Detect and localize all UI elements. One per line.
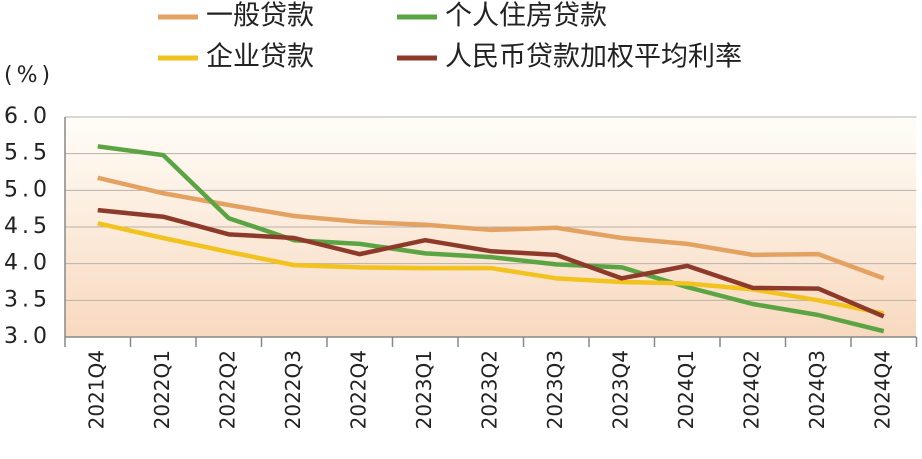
legend-label: 企业贷款 [206, 42, 314, 73]
x-tick-label: 2022Q1 [150, 350, 174, 429]
y-tick-label: 4.5 [4, 214, 51, 239]
y-tick-label: 3.5 [4, 287, 51, 312]
x-tick-label: 2022Q3 [281, 350, 305, 429]
y-tick-label: 5.5 [4, 141, 51, 166]
x-tick-label: 2022Q2 [215, 350, 239, 429]
legend-label: 一般贷款 [206, 1, 314, 32]
legend-label: 人民币贷款加权平均利率 [445, 42, 742, 73]
series-line [97, 175, 885, 281]
x-tick-label: 2024Q1 [674, 350, 698, 429]
x-tick-label: 2024Q3 [805, 350, 829, 429]
y-tick-label: 3.0 [4, 324, 51, 349]
x-tick-label: 2023Q4 [608, 350, 632, 429]
y-tick-label: 4.0 [4, 251, 51, 276]
x-tick-label: 2024Q2 [739, 350, 763, 429]
x-tick-label: 2021Q4 [84, 350, 108, 429]
x-tick-label: 2022Q4 [346, 350, 370, 429]
x-tick-label: 2023Q3 [543, 350, 567, 429]
y-tick-label: 6.0 [4, 104, 51, 129]
x-tick-label: 2023Q1 [412, 350, 436, 429]
x-tick-label: 2024Q4 [870, 350, 894, 429]
series-line [97, 144, 885, 334]
y-tick-label: 5.0 [4, 177, 51, 202]
legend-label: 个人住房贷款 [445, 1, 607, 32]
y-axis-label: (%) [4, 63, 54, 88]
series-line [97, 207, 885, 319]
x-tick-label: 2023Q2 [477, 350, 501, 429]
